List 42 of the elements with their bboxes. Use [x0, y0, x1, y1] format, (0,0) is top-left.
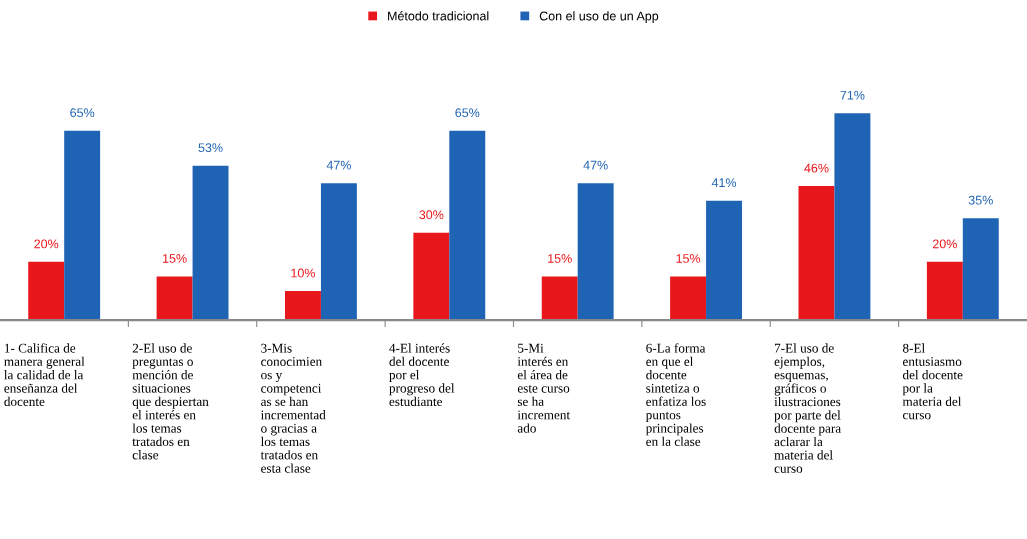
legend-label: Con el uso de un App: [539, 11, 659, 23]
data-label: 65%: [455, 108, 480, 118]
bar: [706, 200, 743, 321]
bar: [962, 218, 999, 321]
x-tick-label: 4-El interés del docente por el progreso del estudiante: [389, 343, 455, 407]
legend-label: Método tradicional: [388, 11, 489, 21]
data-label: 15%: [548, 254, 572, 263]
bar: [670, 276, 707, 321]
category-label: 7-El uso de ejemplos, esquemas, gráficos o ilustraciones por parte del docente para aclarar la materia del curso: [774, 343, 841, 473]
bar: [320, 183, 357, 321]
bar: [926, 261, 963, 321]
data-label: 35%: [968, 195, 993, 205]
x-tick-label: 6-La forma en que el docente sintetiza o enfatiza los puntos principales en la clase: [645, 343, 706, 446]
category-label: 2-El uso de preguntas o mención de situaciones que despiertan el interés en los temas tratados en clase: [132, 343, 209, 460]
x-tick-label: 8-El entusiasmo del docente por la materia del curso: [902, 343, 963, 420]
data-label: 30%: [419, 210, 444, 220]
data-label: 71%: [840, 90, 865, 100]
data-label: 15%: [676, 254, 701, 263]
bar: [284, 291, 321, 321]
data-label: 10%: [291, 268, 316, 278]
data-label: 53%: [198, 143, 223, 153]
data-label: 15%: [163, 254, 187, 263]
data-label: 41%: [711, 178, 737, 188]
data-label: 65%: [70, 108, 95, 118]
bar: [834, 113, 871, 321]
bar: [413, 232, 450, 321]
bar: [577, 183, 614, 321]
bar: [156, 276, 193, 321]
bar: [541, 276, 578, 321]
data-label: 47%: [583, 160, 608, 170]
x-tick-label: 1- Califica de manera general la calidad de la enseñanza del docente: [4, 343, 85, 407]
bar: [449, 130, 486, 321]
data-label: 20%: [932, 239, 957, 249]
data-label: 20%: [34, 239, 59, 249]
category-label: 3-Mis conocimien os y competenci as se han incrementad o gracias a los temas tratados en esta clase: [260, 343, 326, 473]
data-label: 46%: [804, 163, 829, 173]
x-tick-label: 5-Mi interés en el área de este curso se ha increment ado: [517, 343, 571, 433]
data-label: 47%: [326, 160, 351, 170]
bar: [192, 165, 229, 321]
bar: [798, 186, 835, 321]
bar: [28, 261, 65, 321]
bar: [64, 130, 101, 321]
